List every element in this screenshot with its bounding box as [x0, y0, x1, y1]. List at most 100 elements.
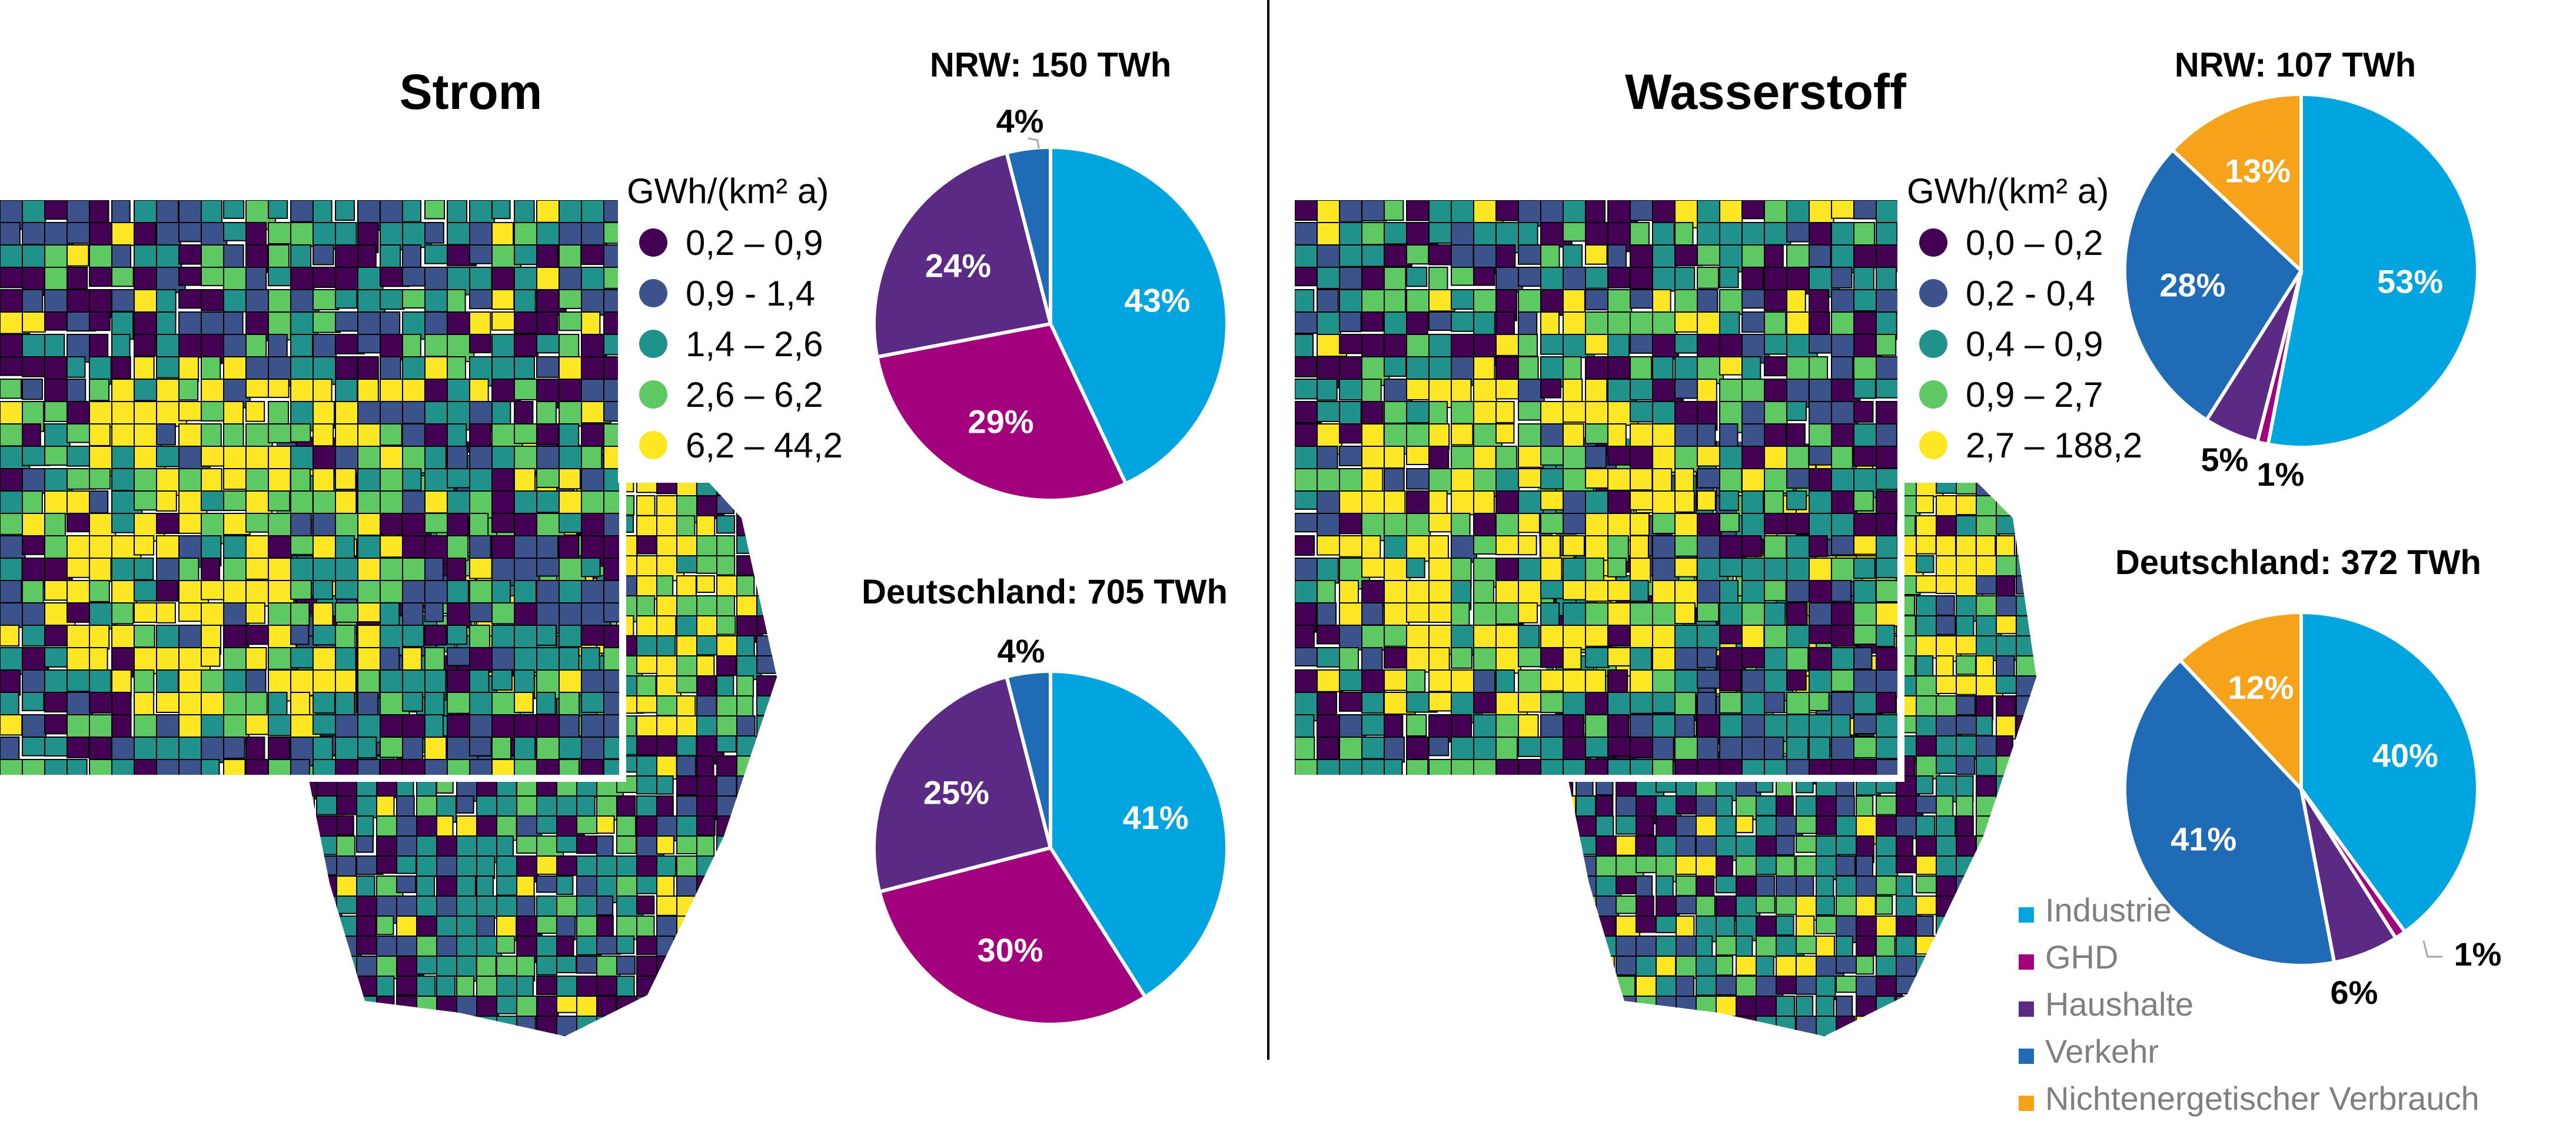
- pie-slice-label: 24%: [925, 247, 991, 284]
- map-region: [1976, 875, 1996, 904]
- map-region: [456, 996, 478, 1024]
- map-region: [1636, 996, 1658, 1021]
- map-region: [277, 895, 297, 920]
- map-region: [89, 490, 109, 514]
- map-region: [1361, 692, 1384, 714]
- map-region: [1451, 782, 1478, 807]
- map-region: [290, 267, 315, 292]
- map-region: [1996, 916, 2016, 937]
- map-region: [67, 558, 91, 578]
- map-region: [1295, 311, 1320, 334]
- map-region: [1809, 334, 1836, 354]
- pie-slice: [2266, 92, 2480, 449]
- map-region: [1736, 815, 1754, 834]
- map-region: [1536, 1016, 1557, 1034]
- map-region: [290, 244, 312, 271]
- map-nrw-wasserstoff: [1295, 200, 1901, 813]
- map-region: [557, 1036, 573, 1057]
- pie-slice: [1049, 145, 1229, 486]
- map-region: [1295, 737, 1315, 762]
- map-region: [22, 782, 42, 808]
- map-region: [1716, 976, 1737, 996]
- map-region: [1607, 334, 1630, 358]
- map-region: [67, 513, 92, 533]
- map-region: [447, 602, 472, 629]
- map-region: [1876, 334, 1897, 356]
- map-region: [356, 1016, 375, 1036]
- map-region: [1786, 602, 1808, 626]
- map-region: [380, 535, 406, 558]
- map-region: [1585, 513, 1610, 538]
- map-region: [1719, 311, 1740, 338]
- map-region: [1630, 334, 1656, 354]
- map-region: [469, 289, 496, 310]
- map-region: [1896, 815, 1917, 840]
- map-region: [336, 1016, 360, 1036]
- map-region: [201, 647, 221, 667]
- map-region: [156, 423, 176, 446]
- map-region: [617, 1036, 636, 1063]
- map-region: [496, 936, 516, 954]
- map-region: [1741, 737, 1769, 762]
- map-region: [1831, 267, 1853, 289]
- map-region: [1295, 782, 1318, 801]
- legend-swatch: [639, 228, 667, 257]
- map-region: [313, 334, 337, 358]
- map-region: [581, 356, 606, 383]
- map-region: [1361, 737, 1387, 759]
- map-region: [716, 755, 740, 778]
- map-region: [156, 669, 179, 696]
- map-region: [1339, 311, 1362, 333]
- map-region: [1697, 602, 1720, 622]
- map-region: [1853, 490, 1874, 512]
- map-region: [380, 401, 405, 427]
- pie-slice: [1004, 145, 1052, 324]
- map-region: [1339, 446, 1363, 466]
- map-region: [357, 379, 379, 406]
- map-region: [416, 956, 440, 975]
- map-region: [335, 289, 358, 309]
- map-region: [437, 1036, 454, 1060]
- map-region: [716, 895, 736, 920]
- map-region: [1585, 647, 1610, 668]
- map-region: [156, 356, 181, 379]
- map-region: [1764, 692, 1785, 714]
- map-region: [356, 895, 378, 919]
- map-region: [335, 468, 357, 490]
- map-region: [1384, 334, 1410, 360]
- map-region: [559, 625, 582, 648]
- map-region: [616, 936, 635, 954]
- map-region: [1996, 515, 2020, 535]
- map-region: [1575, 1016, 1596, 1033]
- map-region: [1339, 782, 1360, 813]
- map-region: [1976, 936, 2003, 964]
- map-region: [316, 956, 336, 982]
- map-region: [1996, 715, 2016, 740]
- map-region: [559, 535, 580, 561]
- map-region: [756, 495, 776, 522]
- map-region: [1536, 815, 1559, 842]
- map-region: [596, 976, 619, 996]
- map-region: [1831, 647, 1858, 671]
- map-region: [1876, 558, 1901, 578]
- map-region: [536, 916, 559, 934]
- map-region: [696, 996, 725, 1019]
- map-region: [1741, 200, 1766, 220]
- map-region: [1831, 535, 1857, 556]
- map-region: [2016, 535, 2036, 560]
- map-region: [447, 535, 469, 562]
- map-region: [377, 1036, 401, 1053]
- map-region: [1956, 695, 1976, 716]
- map-region: [1495, 647, 1521, 674]
- map-region: [1916, 956, 1938, 983]
- map-region: [178, 513, 205, 534]
- map-region: [636, 895, 655, 915]
- map-region: [1636, 1016, 1658, 1036]
- map-region: [268, 334, 288, 361]
- map-region: [1536, 936, 1564, 963]
- map-region: [1361, 714, 1388, 736]
- map-region: [1956, 976, 1979, 996]
- map-region: [491, 737, 512, 760]
- map-region: [1741, 580, 1766, 606]
- map-region: [1540, 401, 1564, 425]
